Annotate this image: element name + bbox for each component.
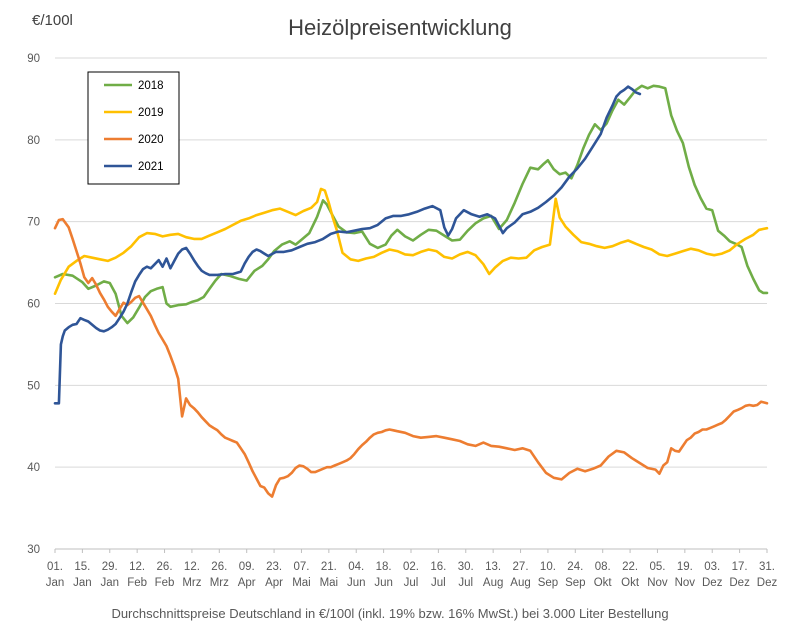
x-tick-day-label: 12. [129, 561, 145, 573]
x-tick-day-label: 16. [430, 561, 446, 573]
x-tick-day-label: 08. [595, 561, 611, 573]
x-tick-day-label: 05. [649, 561, 665, 573]
x-tick-month-label: Dez [757, 577, 778, 589]
y-tick-label: 90 [27, 53, 40, 65]
y-tick-label: 70 [27, 217, 40, 229]
x-tick-month-label: Dez [702, 577, 723, 589]
x-tick-month-label: Aug [510, 577, 530, 589]
x-tick-day-label: 26. [157, 561, 173, 573]
x-tick-day-label: 15. [74, 561, 90, 573]
x-tick-day-label: 13. [485, 561, 501, 573]
legend-label: 2021 [138, 161, 164, 173]
x-tick-day-label: 02. [403, 561, 419, 573]
y-tick-label: 80 [27, 135, 40, 147]
x-tick-month-label: Nov [675, 577, 696, 589]
x-tick-month-label: Okt [594, 577, 613, 589]
legend-box [87, 71, 180, 185]
series-line-2018 [53, 84, 769, 325]
y-tick-label: 30 [27, 544, 40, 556]
y-tick-label: 40 [27, 462, 40, 474]
y-axis: 30 40 50 60 70 80 90 [27, 53, 40, 556]
x-tick-month-label: Jan [46, 577, 65, 589]
x-tick-month-label: Mrz [210, 577, 229, 589]
x-tick-month-label: Jul [431, 577, 446, 589]
x-tick-day-label: 03. [704, 561, 720, 573]
legend: 2018 2019 2020 2021 [87, 71, 180, 185]
x-tick-month-label: Jun [347, 577, 366, 589]
x-axis: 01. Jan 15. Jan 29. Jan 12. Feb 26. Feb 12. Mrz 26. M… [46, 548, 778, 589]
x-tick-month-label: Apr [238, 577, 256, 589]
x-tick-day-label: 19. [677, 561, 693, 573]
x-tick-day-label: 17. [732, 561, 748, 573]
x-tick-month-label: Mai [320, 577, 339, 589]
x-tick-day-label: 01. [47, 561, 63, 573]
series-line-2021 [53, 85, 642, 405]
x-tick-month-label: Dez [729, 577, 750, 589]
x-tick-day-label: 26. [211, 561, 227, 573]
y-tick-label: 50 [27, 380, 40, 392]
x-tick-day-label: 18. [376, 561, 392, 573]
x-tick-day-label: 04. [348, 561, 364, 573]
series-lines [53, 84, 769, 498]
x-tick-day-label: 12. [184, 561, 200, 573]
x-tick-day-label: 30. [458, 561, 474, 573]
x-tick-month-label: Aug [483, 577, 503, 589]
x-tick-month-label: Apr [265, 577, 283, 589]
x-tick-day-label: 22. [622, 561, 638, 573]
x-tick-day-label: 09. [239, 561, 255, 573]
x-tick-month-label: Jul [458, 577, 473, 589]
x-tick-month-label: Feb [127, 577, 147, 589]
x-tick-day-label: 27. [513, 561, 529, 573]
x-tick-day-label: 31. [759, 561, 775, 573]
x-tick-day-label: 29. [102, 561, 118, 573]
chart-title: Heizölpreisentwicklung [288, 15, 512, 40]
series-line-2019 [53, 187, 769, 295]
x-tick-day-label: 10. [540, 561, 556, 573]
x-tick-month-label: Jun [374, 577, 393, 589]
legend-label: 2020 [138, 134, 164, 146]
x-tick-month-label: Nov [647, 577, 668, 589]
x-tick-month-label: Mrz [182, 577, 201, 589]
legend-label: 2018 [138, 80, 164, 92]
chart-footer-note: Durchschnittspreise Deutschland in €/100… [111, 606, 668, 621]
legend-label: 2019 [138, 107, 164, 119]
series-line-2020 [53, 217, 769, 498]
x-tick-month-label: Jan [73, 577, 92, 589]
x-tick-month-label: Okt [621, 577, 640, 589]
x-tick-month-label: Mai [292, 577, 311, 589]
x-tick-month-label: Sep [565, 577, 585, 589]
x-tick-day-label: 23. [266, 561, 282, 573]
y-tick-label: 60 [27, 299, 40, 311]
x-tick-day-label: 24. [567, 561, 583, 573]
x-tick-month-label: Jan [100, 577, 119, 589]
y-unit-label: €/100l [32, 12, 73, 29]
x-tick-month-label: Feb [155, 577, 175, 589]
x-tick-month-label: Sep [538, 577, 558, 589]
x-tick-day-label: 07. [293, 561, 309, 573]
x-tick-day-label: 21. [321, 561, 337, 573]
x-tick-month-label: Jul [404, 577, 419, 589]
